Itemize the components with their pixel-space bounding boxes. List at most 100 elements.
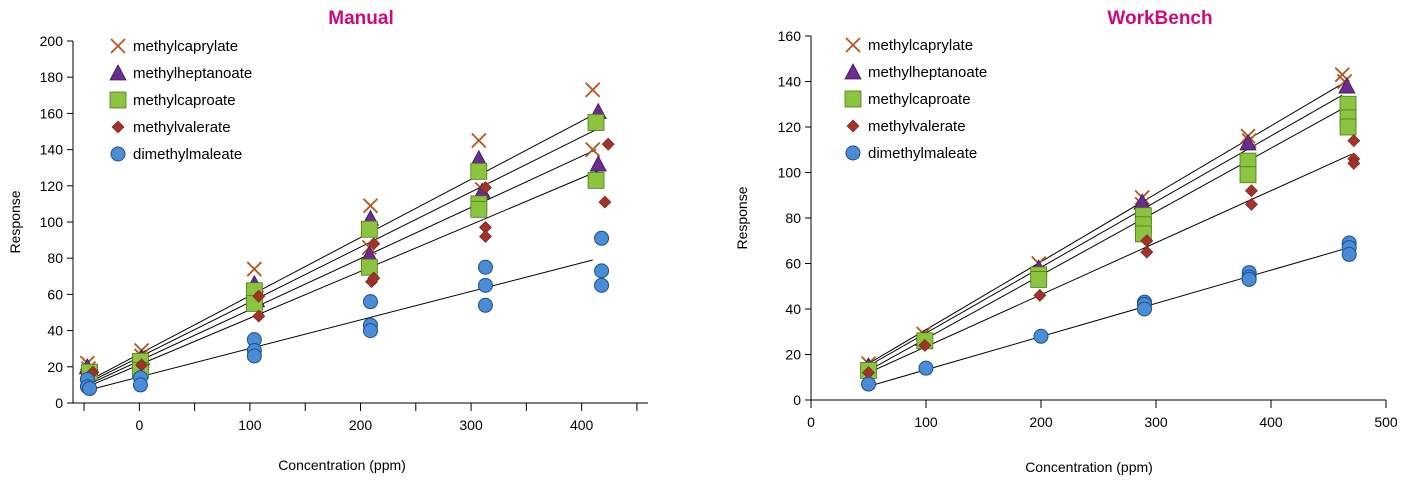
manual-point-methylvalerate — [367, 271, 381, 285]
workbench-legend-label: methylheptanoate — [868, 64, 987, 81]
manual-y-tick-label: 140 — [40, 142, 64, 158]
workbench-legend-label: methylcaproate — [868, 91, 971, 108]
workbench-x-tick-label: 200 — [1029, 414, 1053, 430]
workbench-chart: WorkBench 0 20 40 60 80 100 120 140 160 0 100 200 300… — [734, 8, 1398, 475]
workbench-series-methylcaproate — [860, 95, 1357, 379]
manual-y-tick-label: 180 — [40, 69, 64, 85]
workbench-point-dimethylmaleate — [1341, 246, 1357, 262]
manual-point-methylcaproate — [470, 162, 488, 180]
workbench-point-methylvalerate — [1033, 288, 1047, 302]
workbench-x-tick-label: 100 — [914, 414, 938, 430]
workbench-legend-label: dimethylmaleate — [868, 145, 977, 162]
manual-point-dimethylmaleate — [362, 294, 378, 310]
workbench-legend-label: methylvalerate — [868, 118, 966, 135]
manual-point-dimethylmaleate — [477, 277, 493, 293]
manual-point-methylcaproate — [587, 114, 605, 131]
manual-point-methylcaprylate — [585, 141, 601, 158]
manual-y-tick-label: 60 — [47, 286, 63, 302]
manual-x-tick-label: 400 — [570, 417, 594, 433]
manual-x-tick-label: 200 — [349, 417, 373, 433]
workbench-x-axis-title: Concentration (ppm) — [1025, 459, 1153, 475]
manual-x-axis-title: Concentration (ppm) — [278, 457, 406, 473]
manual-x-tick-label: 100 — [238, 417, 262, 433]
manual-legend-marker-dimethylmaleate — [110, 146, 126, 162]
manual-point-dimethylmaleate — [362, 323, 378, 339]
manual-point-methylcaproate — [470, 200, 488, 218]
manual-point-dimethylmaleate — [594, 263, 610, 279]
manual-y-tick-label: 80 — [47, 250, 63, 266]
manual-point-methylvalerate — [598, 195, 612, 209]
manual-y-axis-title: Response — [7, 190, 23, 253]
workbench-point-methylcaproate — [1030, 271, 1048, 288]
manual-legend-marker-methylheptanoate — [109, 64, 127, 81]
manual-point-dimethylmaleate — [132, 377, 148, 393]
manual-point-methylcaprylate — [471, 132, 487, 149]
manual-y-tick-label: 0 — [55, 395, 63, 411]
workbench-y-tick-label: 120 — [778, 119, 802, 135]
manual-legend-label: methylheptanoate — [133, 65, 252, 82]
workbench-point-methylcaproate — [1239, 166, 1257, 184]
workbench-y-tick-label: 140 — [778, 74, 802, 90]
workbench-point-methylheptanoate — [1239, 134, 1257, 151]
workbench-legend-marker-methylheptanoate — [844, 63, 862, 80]
manual-trendline-methylheptanoate — [87, 129, 597, 384]
manual-trendline-methylcaprylate — [87, 114, 593, 382]
manual-point-methylcaprylate — [246, 261, 262, 277]
manual-chart: Manual 0 20 40 60 80 100 120 140 160 180 200 0 100 200… — [7, 8, 648, 473]
manual-point-methylvalerate — [601, 137, 615, 151]
workbench-point-dimethylmaleate — [1137, 301, 1152, 317]
workbench-title: WorkBench — [1107, 8, 1212, 29]
manual-x-tick-label: 300 — [459, 417, 483, 433]
manual-series-dimethylmaleate — [79, 230, 610, 397]
workbench-point-methylvalerate — [1245, 184, 1258, 198]
manual-point-methylheptanoate — [589, 155, 607, 172]
manual-legend-label: dimethylmaleate — [133, 146, 242, 163]
workbench-y-axis-title: Response — [734, 186, 750, 249]
manual-point-methylcaproate — [360, 220, 378, 238]
workbench-trendline-methylcaproate — [868, 108, 1343, 371]
workbench-x-tick-label: 500 — [1374, 414, 1398, 430]
manual-point-dimethylmaleate — [477, 297, 493, 313]
workbench-point-methylcaproate — [1339, 118, 1357, 136]
workbench-point-methylvalerate — [1347, 134, 1361, 148]
manual-legend-label: methylcaproate — [133, 92, 236, 109]
workbench-point-dimethylmaleate — [1241, 271, 1257, 287]
manual-legend-marker-methylvalerate — [111, 120, 125, 134]
manual-legend: methylcaprylate methylheptanoate methylcap… — [109, 38, 252, 163]
manual-series-methylvalerate — [86, 137, 615, 379]
manual-point-dimethylmaleate — [246, 348, 262, 364]
manual-point-methylcaprylate — [585, 82, 601, 98]
manual-y-tick-label: 20 — [47, 359, 63, 375]
workbench-point-methylvalerate — [1245, 197, 1258, 211]
manual-trendline-methylcaproate — [87, 149, 597, 386]
manual-point-methylvalerate — [367, 237, 381, 251]
workbench-point-methylvalerate — [1140, 245, 1154, 259]
workbench-point-dimethylmaleate — [918, 360, 934, 376]
manual-point-methylvalerate — [252, 289, 266, 303]
workbench-y-tick-label: 0 — [793, 392, 801, 408]
workbench-legend-label: methylcaprylate — [868, 37, 973, 54]
workbench-legend: methylcaprylate methylheptanoate methylcap… — [844, 37, 987, 162]
manual-trendline-methylvalerate — [87, 169, 602, 388]
manual-point-methylvalerate — [479, 230, 492, 243]
workbench-x-tick-label: 300 — [1144, 414, 1168, 430]
manual-y-tick-label: 40 — [47, 323, 63, 339]
workbench-trendline-methylheptanoate — [868, 94, 1343, 367]
workbench-trendline-methylcaprylate — [868, 83, 1343, 365]
manual-point-dimethylmaleate — [594, 230, 610, 246]
workbench-trendline-methylvalerate — [868, 153, 1352, 374]
workbench-legend-marker-methylcaproate — [844, 90, 862, 108]
workbench-legend-marker-dimethylmaleate — [845, 145, 861, 161]
manual-point-dimethylmaleate — [82, 381, 98, 397]
workbench-y-tick-label: 100 — [778, 165, 802, 181]
manual-point-methylcaproate — [587, 171, 605, 189]
workbench-series-dimethylmaleate — [861, 235, 1357, 392]
workbench-trendline-dimethylmaleate — [868, 247, 1350, 387]
workbench-x-tick-label: 400 — [1259, 414, 1283, 430]
workbench-legend-marker-methylvalerate — [846, 119, 860, 133]
manual-point-methylcaproate — [360, 258, 378, 276]
manual-legend-marker-methylcaproate — [109, 91, 127, 109]
manual-series-methylheptanoate — [78, 102, 607, 375]
workbench-y-tick-label: 20 — [785, 347, 801, 363]
